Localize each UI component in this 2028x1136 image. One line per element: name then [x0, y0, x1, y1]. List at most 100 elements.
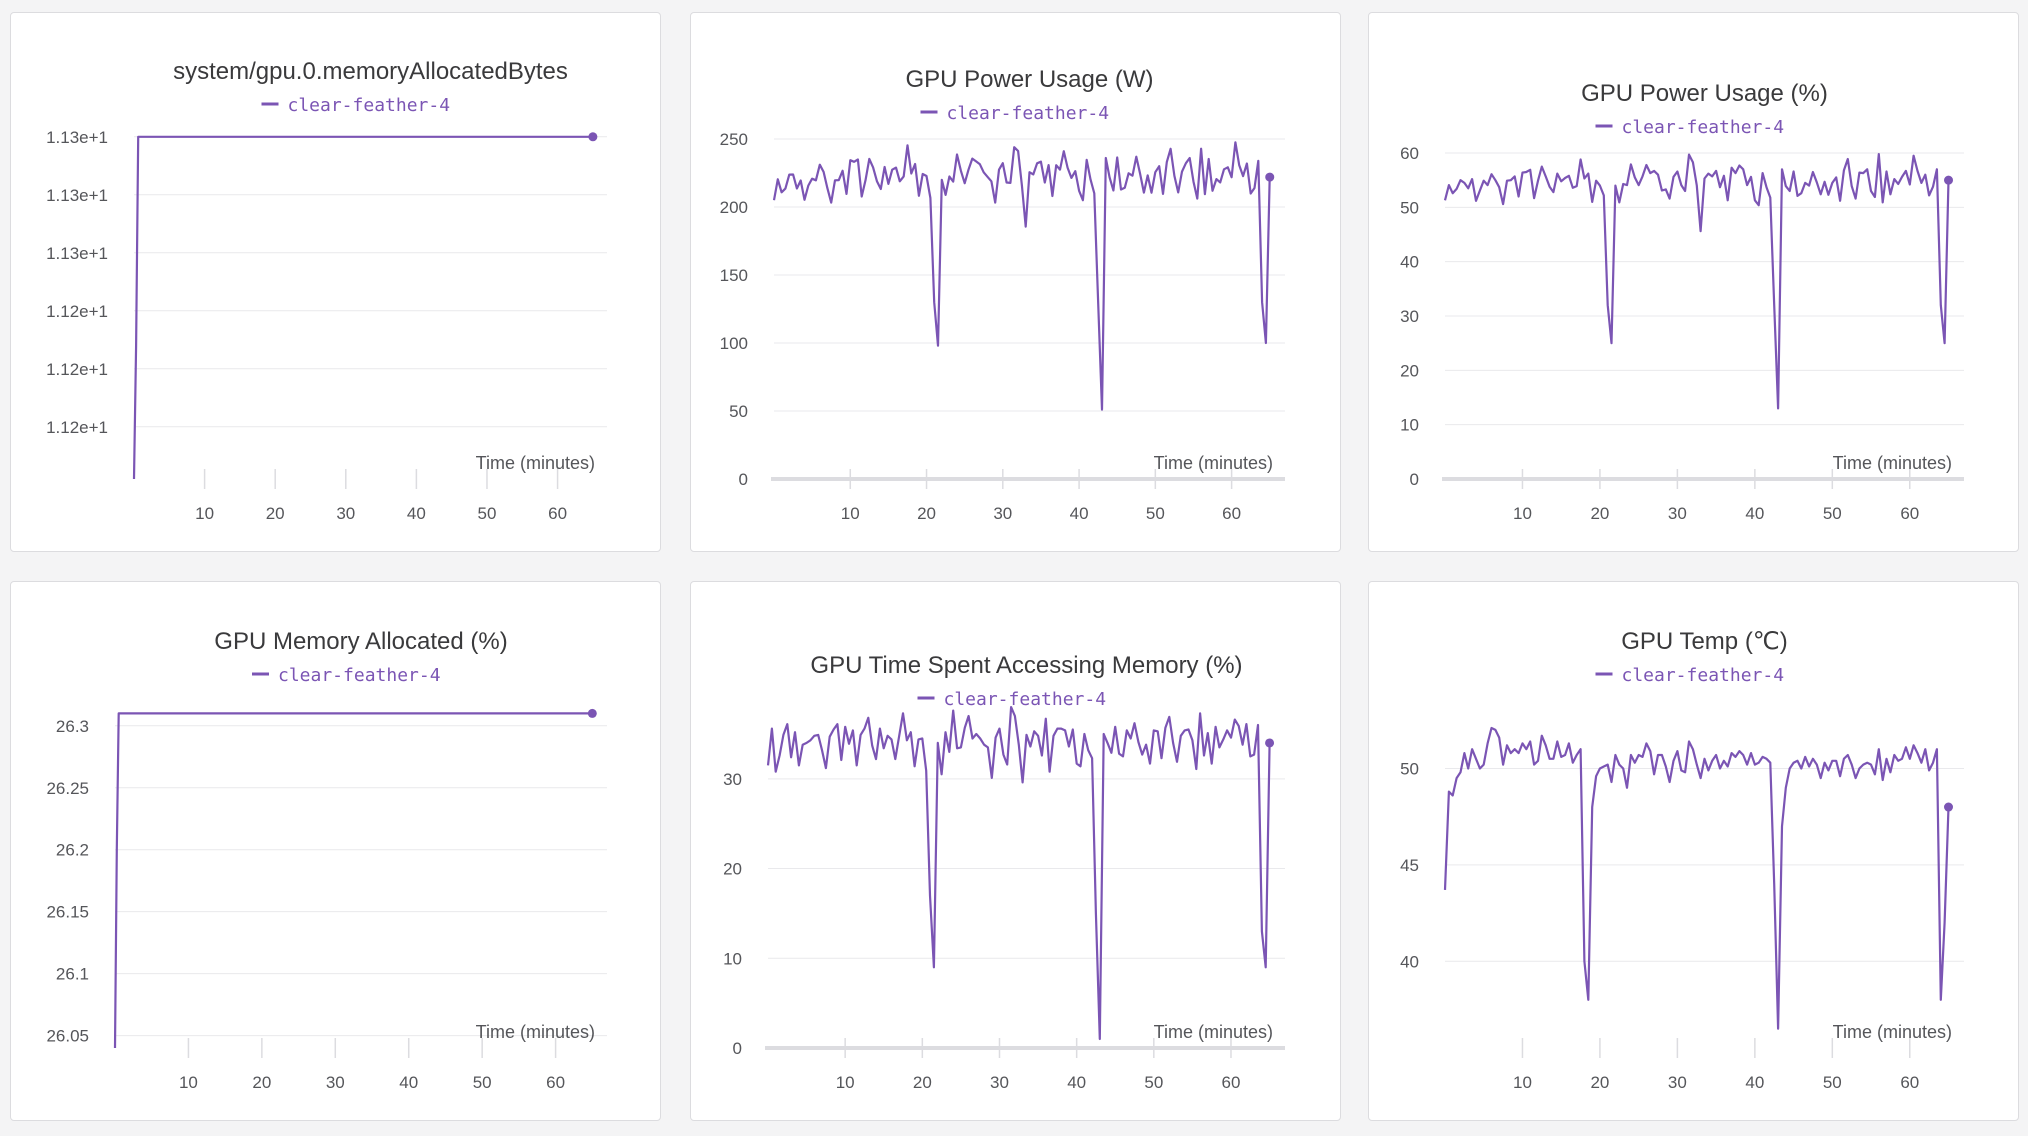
legend-label: clear-feather-4 — [288, 95, 451, 116]
x-tick-label: 30 — [1668, 1073, 1687, 1092]
x-tick-label: 20 — [1590, 1073, 1609, 1092]
y-tick-label: 40 — [1400, 952, 1419, 971]
series-end-point — [1944, 176, 1953, 185]
series-line — [1445, 728, 1949, 1029]
x-tick-label: 20 — [1590, 504, 1609, 523]
y-tick-label: 30 — [723, 770, 742, 789]
chart-panel-gpu-temp: GPU Temp (℃) clear-feather-4 40 45 50 10 20 30 4… — [1368, 581, 2019, 1121]
x-tick-label: 30 — [990, 1073, 1009, 1092]
y-tick-label: 0 — [1410, 470, 1419, 489]
chart-title: GPU Temp (℃) — [1621, 628, 1788, 655]
series-end-point — [588, 709, 597, 718]
y-tick-label: 20 — [1400, 361, 1419, 380]
y-tick-label: 250 — [720, 130, 748, 149]
series-end-point — [1265, 738, 1274, 747]
y-tick-label: 1.13e+1 — [46, 128, 108, 147]
chart-panel-gpu-memory-allocated: GPU Memory Allocated (%) clear-feather-4 2… — [10, 581, 661, 1121]
y-tick-label: 26.3 — [56, 717, 89, 736]
x-tick-label: 30 — [993, 504, 1012, 523]
chart-svg: GPU Power Usage (%) clear-feather-4 0 10 20 3… — [1369, 13, 2020, 553]
x-tick-label: 10 — [1513, 504, 1532, 523]
y-tick-label: 1.13e+1 — [46, 244, 108, 263]
y-tick-label: 1.12e+1 — [46, 418, 108, 437]
x-tick-label: 50 — [473, 1073, 492, 1092]
y-tick-label: 26.05 — [46, 1027, 89, 1046]
y-tick-label: 1.12e+1 — [46, 302, 108, 321]
chart-plot-group: GPU Power Usage (W) clear-feather-4 0 50 100… — [720, 66, 1285, 523]
x-tick-label: 50 — [478, 504, 497, 523]
x-axis-label: Time (minutes) — [476, 1022, 595, 1042]
chart-title: GPU Memory Allocated (%) — [214, 628, 507, 655]
x-tick-label: 50 — [1823, 504, 1842, 523]
x-tick-label: 60 — [546, 1073, 565, 1092]
y-tick-label: 26.1 — [56, 965, 89, 984]
x-tick-label: 40 — [1070, 504, 1089, 523]
x-axis-label: Time (minutes) — [1154, 1022, 1273, 1042]
chart-svg: GPU Memory Allocated (%) clear-feather-4 2… — [11, 582, 662, 1122]
series-line — [768, 707, 1270, 1039]
legend-label: clear-feather-4 — [944, 689, 1107, 710]
legend-label: clear-feather-4 — [278, 665, 441, 686]
chart-plot-group: GPU Temp (℃) clear-feather-4 40 45 50 10 20 30 4… — [1400, 628, 1964, 1092]
chart-title: GPU Power Usage (W) — [905, 66, 1153, 93]
series-end-point — [1265, 173, 1274, 182]
x-axis-label: Time (minutes) — [1833, 1022, 1952, 1042]
x-tick-label: 40 — [407, 504, 426, 523]
chart-panel-memory-allocated-bytes: system/gpu.0.memoryAllocatedBytes clear-f… — [10, 12, 661, 552]
y-tick-label: 26.2 — [56, 841, 89, 860]
y-tick-label: 100 — [720, 334, 748, 353]
x-tick-label: 50 — [1146, 504, 1165, 523]
legend-label: clear-feather-4 — [1622, 665, 1785, 686]
chart-title: GPU Time Spent Accessing Memory (%) — [810, 652, 1242, 679]
chart-plot-group: GPU Power Usage (%) clear-feather-4 0 10 20 3… — [1400, 80, 1964, 523]
y-tick-label: 1.13e+1 — [46, 186, 108, 205]
x-tick-label: 20 — [913, 1073, 932, 1092]
legend-label: clear-feather-4 — [947, 103, 1110, 124]
x-tick-label: 30 — [326, 1073, 345, 1092]
x-axis-label: Time (minutes) — [476, 453, 595, 473]
x-tick-label: 20 — [917, 504, 936, 523]
y-tick-label: 150 — [720, 266, 748, 285]
y-tick-label: 50 — [1400, 759, 1419, 778]
y-tick-label: 26.15 — [46, 903, 89, 922]
chart-svg: system/gpu.0.memoryAllocatedBytes clear-f… — [11, 13, 662, 553]
x-tick-label: 50 — [1144, 1073, 1163, 1092]
y-tick-label: 20 — [723, 860, 742, 879]
chart-panel-gpu-memory-access-time: GPU Time Spent Accessing Memory (%) clear… — [690, 581, 1341, 1121]
x-tick-label: 40 — [399, 1073, 418, 1092]
chart-title: system/gpu.0.memoryAllocatedBytes — [173, 58, 568, 85]
x-tick-label: 30 — [336, 504, 355, 523]
y-tick-label: 50 — [1400, 198, 1419, 217]
chart-svg: GPU Power Usage (W) clear-feather-4 0 50 100… — [691, 13, 1342, 553]
chart-panel-gpu-power-watts: GPU Power Usage (W) clear-feather-4 0 50 100… — [690, 12, 1341, 552]
y-tick-label: 40 — [1400, 253, 1419, 272]
x-tick-label: 60 — [1900, 504, 1919, 523]
y-tick-label: 10 — [1400, 416, 1419, 435]
x-tick-label: 40 — [1745, 504, 1764, 523]
x-tick-label: 30 — [1668, 504, 1687, 523]
chart-panel-gpu-power-percent: GPU Power Usage (%) clear-feather-4 0 10 20 3… — [1368, 12, 2019, 552]
y-tick-label: 200 — [720, 198, 748, 217]
series-line — [134, 137, 593, 479]
series-end-point — [1944, 803, 1953, 812]
y-tick-label: 0 — [739, 470, 748, 489]
y-tick-label: 0 — [733, 1039, 742, 1058]
x-tick-label: 60 — [1222, 504, 1241, 523]
legend-label: clear-feather-4 — [1622, 117, 1785, 138]
y-tick-label: 26.25 — [46, 779, 89, 798]
y-tick-label: 60 — [1400, 144, 1419, 163]
x-tick-label: 10 — [195, 504, 214, 523]
y-tick-label: 50 — [729, 402, 748, 421]
chart-svg: GPU Temp (℃) clear-feather-4 40 45 50 10 20 30 4… — [1369, 582, 2020, 1122]
chart-plot-group: system/gpu.0.memoryAllocatedBytes clear-f… — [46, 58, 607, 523]
chart-title: GPU Power Usage (%) — [1581, 80, 1828, 107]
y-tick-label: 10 — [723, 949, 742, 968]
x-tick-label: 10 — [1513, 1073, 1532, 1092]
y-tick-label: 45 — [1400, 856, 1419, 875]
x-tick-label: 40 — [1067, 1073, 1086, 1092]
x-axis-label: Time (minutes) — [1833, 453, 1952, 473]
x-axis-label: Time (minutes) — [1154, 453, 1273, 473]
series-line — [774, 142, 1270, 409]
x-tick-label: 10 — [841, 504, 860, 523]
x-tick-label: 60 — [548, 504, 567, 523]
